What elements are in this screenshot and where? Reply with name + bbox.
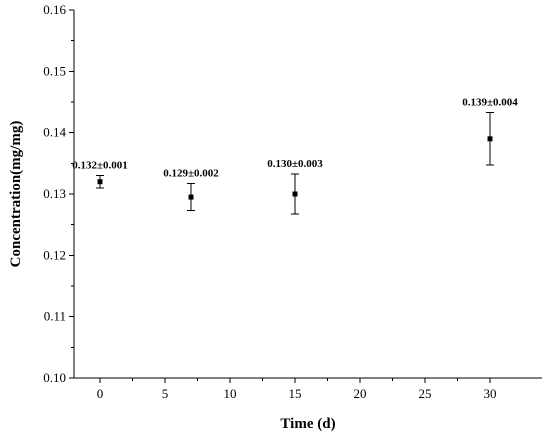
x-tick-label: 0	[97, 386, 104, 401]
y-axis-ticks: 0.10 0.11 0.12 0.13 0.14 0.15 0.16	[43, 2, 74, 385]
data-point-label: 0.130±0.003	[267, 158, 323, 170]
y-tick-label: 0.11	[44, 309, 66, 324]
y-tick-label: 0.12	[43, 247, 66, 262]
data-point-group: 0.130±0.003	[267, 158, 323, 215]
x-tick-label: 15	[289, 386, 302, 401]
x-tick-label: 25	[419, 386, 432, 401]
x-tick-label: 5	[162, 386, 169, 401]
x-tick-label: 30	[484, 386, 497, 401]
x-tick-label: 10	[224, 386, 237, 401]
y-tick-label: 0.16	[43, 2, 66, 17]
y-axis-label: Concentration(mg/mg)	[8, 121, 24, 268]
data-point-group: 0.129±0.002	[163, 168, 219, 212]
y-tick-label: 0.10	[43, 370, 66, 385]
data-point-marker	[188, 194, 194, 200]
data-points: 0.132±0.001 0.129±0.002 0.130±0.003 0.139±0…	[72, 96, 518, 215]
data-point-label: 0.139±0.004	[462, 96, 518, 108]
x-axis-ticks: 0 5 10 15 20 25 30	[97, 378, 497, 401]
data-point-marker	[292, 191, 298, 197]
x-tick-label: 20	[354, 386, 367, 401]
data-point-group: 0.132±0.001	[72, 160, 128, 189]
y-tick-label: 0.13	[43, 186, 66, 201]
y-tick-label: 0.14	[43, 125, 66, 140]
y-tick-label: 0.15	[43, 63, 66, 78]
plot-frame	[73, 10, 542, 379]
data-point-marker	[97, 179, 103, 185]
data-point-group: 0.139±0.004	[462, 96, 518, 166]
data-point-label: 0.132±0.001	[72, 160, 128, 172]
data-point-marker	[487, 136, 493, 142]
x-axis-label: Time (d)	[280, 416, 335, 432]
data-point-label: 0.129±0.002	[163, 168, 219, 180]
